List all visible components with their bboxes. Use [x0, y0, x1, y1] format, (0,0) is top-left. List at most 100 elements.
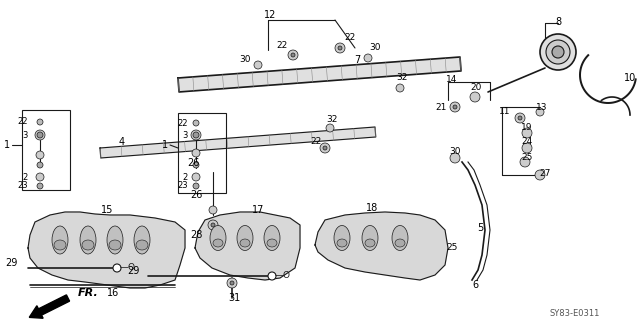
Ellipse shape	[237, 226, 253, 251]
Circle shape	[396, 84, 404, 92]
Text: 7: 7	[354, 55, 360, 65]
Ellipse shape	[334, 226, 350, 251]
Text: 29: 29	[128, 266, 140, 276]
Ellipse shape	[365, 239, 375, 247]
Polygon shape	[195, 212, 300, 280]
Circle shape	[37, 132, 43, 138]
Text: 3: 3	[182, 131, 188, 140]
Ellipse shape	[136, 240, 148, 250]
Text: —O: —O	[275, 271, 291, 281]
Ellipse shape	[52, 226, 68, 254]
Text: 15: 15	[101, 205, 113, 215]
Circle shape	[536, 108, 544, 116]
Circle shape	[191, 130, 201, 140]
Circle shape	[291, 53, 295, 57]
Text: SY83-E0311: SY83-E0311	[550, 308, 600, 317]
Circle shape	[450, 102, 460, 112]
Text: 1: 1	[4, 140, 10, 150]
Circle shape	[522, 128, 532, 138]
Text: 17: 17	[252, 205, 264, 215]
Text: 30: 30	[369, 44, 381, 52]
Text: 22: 22	[177, 118, 188, 127]
Ellipse shape	[213, 239, 223, 247]
Ellipse shape	[392, 226, 408, 251]
Text: 11: 11	[500, 108, 511, 116]
Circle shape	[520, 157, 530, 167]
Circle shape	[193, 120, 199, 126]
Circle shape	[211, 223, 215, 227]
Text: 2: 2	[23, 172, 28, 181]
Ellipse shape	[337, 239, 347, 247]
Text: 3: 3	[22, 131, 28, 140]
Circle shape	[193, 132, 199, 138]
Circle shape	[518, 116, 522, 120]
Ellipse shape	[80, 226, 96, 254]
Ellipse shape	[267, 239, 277, 247]
Ellipse shape	[240, 239, 250, 247]
Text: 22: 22	[17, 117, 28, 126]
FancyArrow shape	[29, 295, 70, 318]
Text: 21: 21	[436, 103, 447, 113]
Circle shape	[227, 278, 237, 288]
Ellipse shape	[109, 240, 121, 250]
Ellipse shape	[82, 240, 94, 250]
Text: —O: —O	[120, 263, 136, 273]
Ellipse shape	[362, 226, 378, 251]
Circle shape	[193, 183, 199, 189]
Circle shape	[113, 264, 121, 272]
Text: 18: 18	[366, 203, 378, 213]
Circle shape	[326, 124, 334, 132]
Text: 1: 1	[162, 140, 168, 150]
Ellipse shape	[54, 240, 66, 250]
Ellipse shape	[210, 226, 226, 251]
Circle shape	[37, 119, 43, 125]
Text: 6: 6	[472, 280, 478, 290]
Text: 23: 23	[17, 181, 28, 190]
Circle shape	[320, 143, 330, 153]
Text: 8: 8	[555, 17, 561, 27]
Circle shape	[288, 50, 298, 60]
Text: 5: 5	[477, 223, 483, 233]
Text: 27: 27	[539, 169, 551, 178]
Circle shape	[522, 143, 532, 153]
Circle shape	[192, 149, 200, 157]
Text: 14: 14	[447, 76, 457, 84]
Circle shape	[37, 183, 43, 189]
Ellipse shape	[107, 226, 123, 254]
Text: 28: 28	[191, 230, 203, 240]
Text: FR.: FR.	[78, 288, 99, 298]
Circle shape	[193, 162, 199, 168]
Circle shape	[268, 272, 276, 280]
Text: 30: 30	[239, 55, 251, 65]
Text: 24: 24	[521, 138, 533, 147]
Bar	[178, 113, 226, 193]
Circle shape	[335, 43, 345, 53]
Polygon shape	[100, 127, 376, 158]
Circle shape	[535, 170, 545, 180]
Circle shape	[36, 151, 44, 159]
Text: 29: 29	[6, 258, 18, 268]
Circle shape	[450, 153, 460, 163]
Text: 16: 16	[107, 288, 119, 298]
Text: 20: 20	[470, 83, 482, 92]
Text: 23: 23	[177, 181, 188, 190]
Circle shape	[364, 54, 372, 62]
Text: 22: 22	[310, 138, 322, 147]
Circle shape	[453, 105, 457, 109]
Text: 25: 25	[447, 244, 457, 252]
Text: 19: 19	[521, 123, 533, 132]
Text: 2: 2	[182, 172, 188, 181]
Circle shape	[540, 34, 576, 70]
Text: 10: 10	[624, 73, 636, 83]
Text: 12: 12	[263, 10, 276, 20]
Circle shape	[338, 46, 342, 50]
Ellipse shape	[264, 226, 280, 251]
Circle shape	[208, 220, 218, 230]
Text: 31: 31	[228, 293, 240, 303]
Circle shape	[37, 162, 43, 168]
Circle shape	[230, 281, 234, 285]
Text: 22: 22	[276, 41, 288, 50]
Text: 32: 32	[396, 74, 408, 83]
Circle shape	[192, 173, 200, 181]
Text: 4: 4	[119, 137, 125, 147]
